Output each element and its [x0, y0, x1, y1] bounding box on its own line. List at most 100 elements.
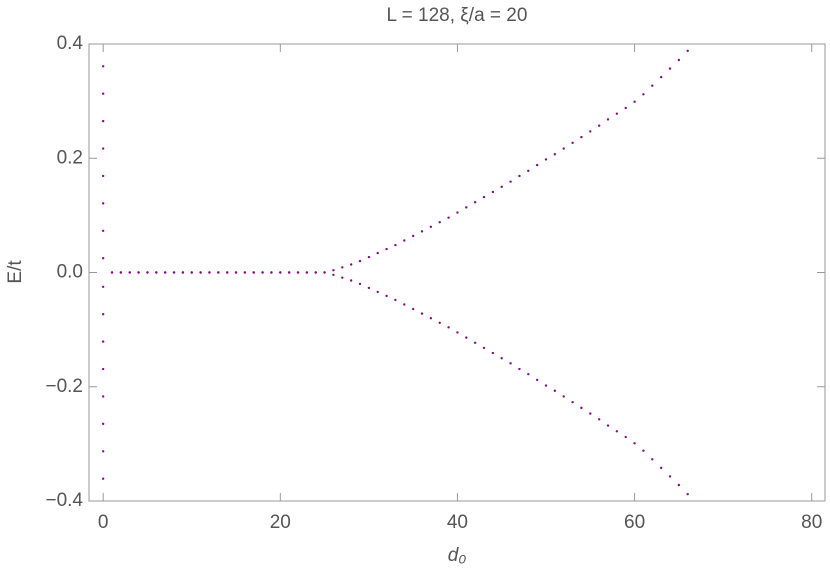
point — [500, 356, 503, 360]
point — [429, 225, 433, 228]
point — [438, 221, 441, 224]
point — [358, 259, 362, 263]
point — [110, 271, 114, 274]
point — [456, 211, 459, 214]
point — [101, 65, 105, 68]
point — [571, 400, 574, 404]
point — [341, 266, 344, 269]
point — [606, 424, 610, 427]
point — [287, 271, 291, 274]
point — [482, 195, 486, 199]
point — [624, 106, 627, 110]
point — [101, 477, 105, 480]
point — [642, 449, 645, 452]
point — [243, 271, 247, 274]
point — [234, 271, 238, 274]
point — [668, 475, 672, 478]
point — [544, 384, 548, 387]
point — [101, 313, 105, 316]
point — [341, 276, 344, 279]
point — [181, 271, 185, 274]
point — [509, 362, 512, 365]
point — [296, 271, 300, 274]
point — [137, 271, 140, 274]
point — [527, 372, 530, 376]
point — [553, 389, 557, 392]
point — [323, 271, 326, 274]
y-tick-label: 0.2 — [57, 147, 83, 168]
point — [553, 153, 557, 156]
point — [686, 49, 689, 53]
point — [376, 290, 379, 294]
point — [686, 492, 689, 496]
point — [677, 483, 681, 487]
point — [101, 202, 105, 205]
point — [252, 271, 255, 274]
point — [633, 442, 636, 445]
point — [119, 271, 123, 274]
point — [376, 251, 379, 255]
point — [155, 271, 158, 274]
point — [403, 239, 406, 242]
x-tick-label: 40 — [447, 512, 468, 533]
point — [411, 307, 415, 311]
point — [482, 346, 486, 350]
point — [101, 174, 105, 178]
point — [491, 190, 495, 194]
point — [447, 326, 450, 329]
point — [651, 84, 654, 87]
point — [172, 271, 176, 274]
point — [101, 147, 105, 150]
point — [332, 273, 335, 276]
point — [624, 435, 627, 439]
point — [589, 412, 592, 415]
point — [615, 430, 619, 433]
point — [597, 124, 601, 127]
point — [562, 147, 565, 150]
point — [305, 271, 309, 274]
x-tick-label: 80 — [801, 512, 822, 533]
x-axis-label: d₀ — [448, 545, 467, 566]
point — [518, 174, 521, 178]
point — [465, 206, 468, 209]
point — [562, 395, 565, 398]
point — [571, 141, 574, 145]
point — [500, 185, 503, 189]
point — [367, 255, 371, 259]
point — [385, 247, 388, 251]
chart-title: L = 128, ξ/a = 20 — [387, 5, 528, 26]
point — [163, 271, 167, 274]
y-tick-label: −0.2 — [45, 376, 83, 397]
point — [642, 93, 645, 96]
point — [146, 271, 149, 274]
point — [101, 257, 105, 260]
x-tick-label: 20 — [270, 512, 291, 533]
plot-area — [101, 49, 689, 496]
point — [279, 271, 282, 274]
point — [456, 331, 459, 334]
point — [589, 130, 592, 133]
point — [101, 450, 105, 453]
point — [261, 271, 264, 274]
point — [447, 216, 450, 219]
point — [535, 163, 539, 167]
point — [332, 269, 335, 272]
y-axis-label: E/t — [5, 260, 26, 284]
point — [403, 303, 406, 306]
point — [473, 201, 477, 204]
point — [385, 294, 388, 298]
point — [314, 271, 317, 274]
point — [429, 317, 433, 320]
point — [659, 466, 663, 470]
point — [518, 367, 521, 371]
point — [580, 135, 583, 139]
point — [420, 312, 424, 315]
point — [438, 321, 441, 324]
y-tick-label: 0.4 — [57, 33, 84, 54]
x-tick-label: 60 — [624, 512, 645, 533]
point — [101, 119, 105, 123]
point — [349, 263, 353, 266]
point — [101, 340, 105, 343]
point — [367, 286, 371, 290]
